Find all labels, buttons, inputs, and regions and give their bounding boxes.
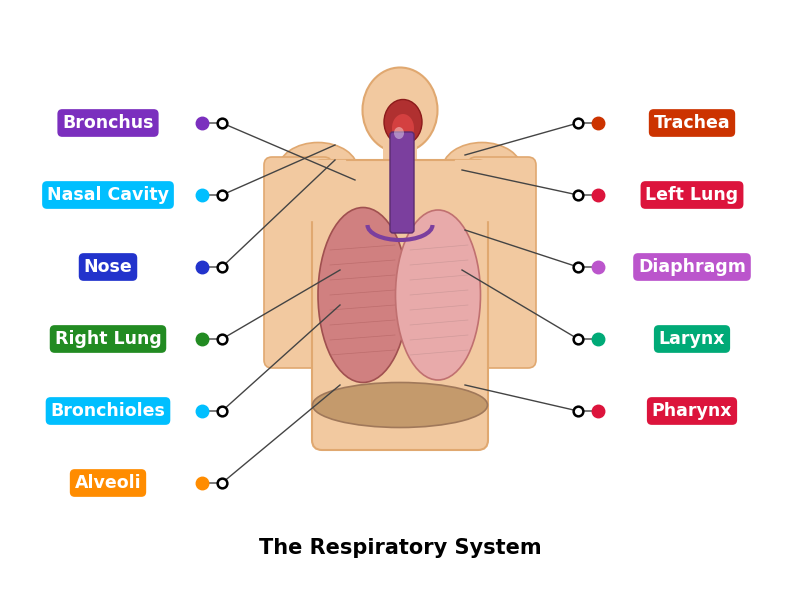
Text: Nose: Nose [84,258,132,276]
Text: Right Lung: Right Lung [54,330,162,348]
Text: Bronchus: Bronchus [62,114,154,132]
Ellipse shape [278,142,358,197]
Text: Bronchioles: Bronchioles [50,402,166,420]
Ellipse shape [318,208,408,383]
Ellipse shape [362,67,438,152]
FancyBboxPatch shape [312,160,488,450]
Text: Left Lung: Left Lung [646,186,738,204]
Text: Nasal Cavity: Nasal Cavity [47,186,169,204]
Ellipse shape [442,142,522,197]
Ellipse shape [394,127,404,139]
Text: Larynx: Larynx [658,330,726,348]
FancyBboxPatch shape [468,157,536,368]
FancyBboxPatch shape [383,120,417,165]
Ellipse shape [384,100,422,145]
FancyBboxPatch shape [390,132,414,233]
Ellipse shape [392,114,414,142]
Text: Alveoli: Alveoli [74,474,142,492]
Ellipse shape [313,383,487,427]
FancyBboxPatch shape [264,157,332,368]
Text: Trachea: Trachea [654,114,730,132]
Ellipse shape [395,210,481,380]
Text: The Respiratory System: The Respiratory System [258,538,542,558]
Text: Pharynx: Pharynx [652,402,732,420]
Text: Diaphragm: Diaphragm [638,258,746,276]
